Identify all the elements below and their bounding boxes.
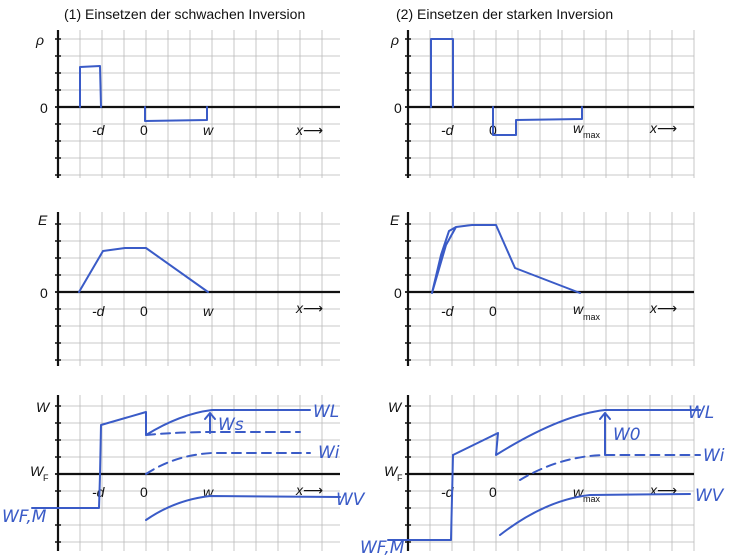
w-label-rho-left: w (203, 122, 214, 138)
W-WL-curve-left (99, 409, 311, 476)
hand-ws-left: Ws (218, 415, 244, 435)
W-WFM-line-left (31, 474, 101, 509)
W-label-left: W (36, 399, 51, 415)
WF-label-left: W (30, 463, 45, 479)
W-ws-dashed-left (145, 431, 301, 436)
E-curve-right (431, 224, 581, 294)
rho-label-right: ρ (390, 32, 399, 48)
zero-x-label-E-left: 0 (140, 303, 148, 319)
minus-d-label-rho-left: -d (92, 122, 106, 138)
x-arrow-E-right: x⟶ (649, 300, 677, 316)
W-Wi-dashed-left (145, 452, 311, 475)
x-arrow-E-left: x⟶ (295, 300, 323, 316)
W-WFM-line-right (387, 454, 454, 541)
wmax-sub-rho-right: max (583, 130, 601, 140)
hand-WL-right: WL (688, 403, 714, 423)
zero-label-rho-right: 0 (394, 100, 402, 116)
minus-d-label-rho-right: -d (441, 122, 455, 138)
zero-x-label-W-left: 0 (140, 484, 148, 500)
wmax-label-rho-right: w (573, 120, 584, 136)
W-w0-arrow-right (599, 412, 611, 456)
wmax-label-E-right: w (573, 301, 584, 317)
hand-WL-left: WL (313, 402, 339, 422)
hand-Wi-right: Wi (703, 446, 725, 466)
minus-d-label-E-right: -d (441, 303, 455, 319)
grid-layer (58, 30, 695, 551)
zero-label-rho-left: 0 (40, 100, 48, 116)
rho-curve-right (430, 38, 583, 136)
WF-sub-left: F (43, 473, 49, 483)
hand-WV-right: WV (695, 486, 725, 506)
x-arrow-rho-left: x⟶ (295, 122, 323, 138)
wmax-sub-E-right: max (583, 312, 601, 322)
rho-label-left: ρ (35, 32, 44, 48)
zero-x-label-W-right: 0 (489, 484, 497, 500)
w-label-E-left: w (203, 303, 214, 319)
hand-WFM-left: WF,M (2, 507, 47, 527)
minus-d-label-E-left: -d (92, 303, 106, 319)
hand-w0-right: W0 (613, 425, 641, 445)
W-WV-curve-right (499, 493, 691, 536)
w-label-W-left: w (203, 484, 214, 500)
WF-label-right: W (384, 463, 399, 479)
WF-sub-right: F (397, 473, 403, 483)
zero-label-E-left: 0 (40, 285, 48, 301)
zero-x-label-E-right: 0 (489, 303, 497, 319)
W-Wi-dashed-right (519, 454, 701, 481)
W-label-right: W (388, 399, 403, 415)
hand-Wi-left: Wi (318, 443, 340, 463)
x-arrow-rho-right: x⟶ (649, 120, 677, 136)
title-strong-inversion: (2) Einsetzen der starken Inversion (396, 6, 614, 22)
hand-WFM-right: WF,M (360, 538, 405, 557)
wmax-sub-W-right: max (583, 494, 601, 504)
E-label-right: E (390, 212, 400, 228)
rho-curve-left (79, 65, 208, 122)
zero-x-label-rho-left: 0 (140, 122, 148, 138)
title-weak-inversion: (1) Einsetzen der schwachen Inversion (64, 6, 306, 22)
x-arrow-W-right: x⟶ (649, 482, 677, 498)
E-label-left: E (38, 212, 48, 228)
axes-layer (55, 30, 694, 551)
zero-label-E-right: 0 (394, 285, 402, 301)
W-ws-arrow-left (204, 412, 216, 434)
W-WL-curve-right (452, 409, 701, 456)
W-WV-curve-left (145, 495, 341, 521)
hand-WV-left: WV (336, 490, 366, 510)
wmax-label-W-right: w (573, 484, 584, 500)
x-arrow-W-left: x⟶ (295, 482, 323, 498)
E-curve-left (78, 247, 209, 293)
